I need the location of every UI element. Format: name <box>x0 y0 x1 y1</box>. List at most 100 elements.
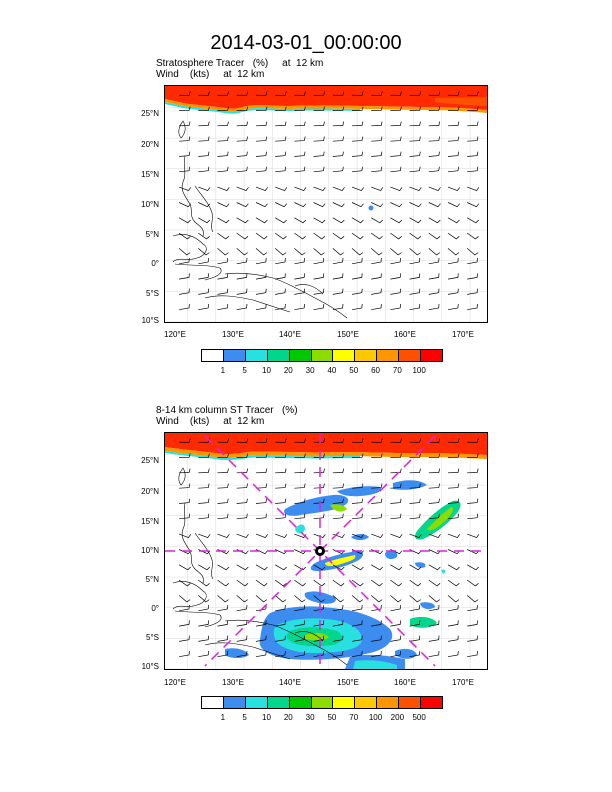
wind-barb <box>390 438 402 443</box>
wind-barb <box>467 620 478 627</box>
wind-barb <box>351 166 363 173</box>
panel1-map <box>164 85 488 323</box>
wind-barb <box>428 248 441 256</box>
wind-barb <box>255 166 267 173</box>
panel2-wind-label: Wind (kts) at 12 km <box>156 416 265 427</box>
wind-barb <box>467 273 478 280</box>
wind-barb <box>332 453 345 458</box>
wind-barb <box>275 106 287 111</box>
colorbar-swatch <box>355 350 378 361</box>
wind-barb <box>217 288 229 295</box>
wind-barb <box>332 186 345 192</box>
wind-barb <box>332 650 344 658</box>
p1-lon-label: 160°E <box>394 330 416 339</box>
wind-barb <box>447 303 459 311</box>
wind-barb <box>332 273 344 280</box>
wind-barb <box>409 513 421 520</box>
p2-lat-label: 20°N <box>141 487 159 496</box>
wind-barb <box>178 217 191 224</box>
wind-barb <box>447 468 460 474</box>
wind-barb <box>217 604 229 612</box>
wind-barb <box>217 106 229 111</box>
wind-barb <box>390 453 402 458</box>
wind-barb <box>217 248 229 256</box>
wind-barb <box>428 121 441 127</box>
wind-barb <box>371 91 383 96</box>
p1-lat-label: 20°N <box>141 140 159 149</box>
wind-barb <box>409 202 422 208</box>
wind-barb <box>236 303 248 311</box>
wind-barb <box>255 438 268 443</box>
wind-barb <box>217 136 229 142</box>
wind-barb <box>467 604 478 612</box>
wind-barb <box>294 248 306 256</box>
wind-barb <box>467 498 479 504</box>
wind-barb <box>332 303 344 311</box>
wind-barb <box>294 136 306 142</box>
wind-barb <box>236 248 248 256</box>
p1-lat-label: 15°N <box>141 170 159 179</box>
p1-lon-label: 150°E <box>337 330 359 339</box>
wind-barb <box>294 513 306 520</box>
panel1-map-svg <box>165 86 487 322</box>
wind-barb <box>467 453 479 458</box>
panel2-map <box>164 432 488 670</box>
wind-barb <box>274 232 287 240</box>
wind-barb <box>390 595 402 603</box>
wind-barb <box>332 166 344 173</box>
wind-barb <box>179 635 190 642</box>
wind-barb <box>371 564 383 571</box>
wind-barb <box>236 604 248 612</box>
wind-barb <box>390 288 401 295</box>
wind-barb <box>275 273 286 280</box>
wind-barb <box>236 202 249 208</box>
wind-barb <box>313 136 325 142</box>
wind-barb <box>332 620 344 627</box>
wind-barb <box>255 453 268 458</box>
wind-barb <box>217 533 230 539</box>
wind-barb <box>275 303 286 311</box>
wind-barb <box>428 166 440 173</box>
wind-barb <box>313 121 325 127</box>
wind-barb <box>198 121 210 127</box>
wind-barb <box>313 91 326 96</box>
wind-barb <box>294 604 305 612</box>
wind-barb <box>351 121 364 127</box>
wind-barb <box>294 257 305 265</box>
wind-barb <box>294 303 305 311</box>
wind-barb <box>217 273 229 280</box>
wind-barb <box>351 595 364 603</box>
wind-barb <box>467 202 480 208</box>
wind-barb <box>351 288 363 295</box>
colorbar-swatch <box>245 697 268 708</box>
wind-barb <box>198 232 210 240</box>
wind-barb <box>351 453 364 458</box>
wind-barb <box>294 202 307 208</box>
wind-barb <box>179 620 190 627</box>
wind-barb <box>217 166 229 173</box>
wind-barb <box>447 498 460 504</box>
wind-barb <box>255 257 267 265</box>
wind-barb <box>447 232 460 240</box>
p1-lon-label: 120°E <box>164 330 186 339</box>
wind-barb <box>178 232 191 240</box>
wind-barb <box>198 151 210 157</box>
wind-barb <box>467 91 479 96</box>
wind-barb <box>294 453 306 458</box>
wind-barb <box>179 483 191 489</box>
wind-barb <box>179 151 191 157</box>
colorbar-label: 20 <box>283 366 293 375</box>
colorbar-label: 200 <box>390 713 405 722</box>
wind-barb <box>447 151 460 157</box>
wind-barb <box>332 91 345 96</box>
wind-barb <box>447 564 460 571</box>
wind-barb <box>447 579 460 587</box>
wind-barb <box>178 248 191 256</box>
wind-barb <box>179 91 191 96</box>
wind-barb <box>447 121 460 127</box>
colorbar-swatch <box>223 350 246 361</box>
wind-barb <box>447 273 459 280</box>
wind-barb <box>370 248 383 256</box>
wind-barb <box>351 303 363 311</box>
wind-barb <box>467 121 479 127</box>
